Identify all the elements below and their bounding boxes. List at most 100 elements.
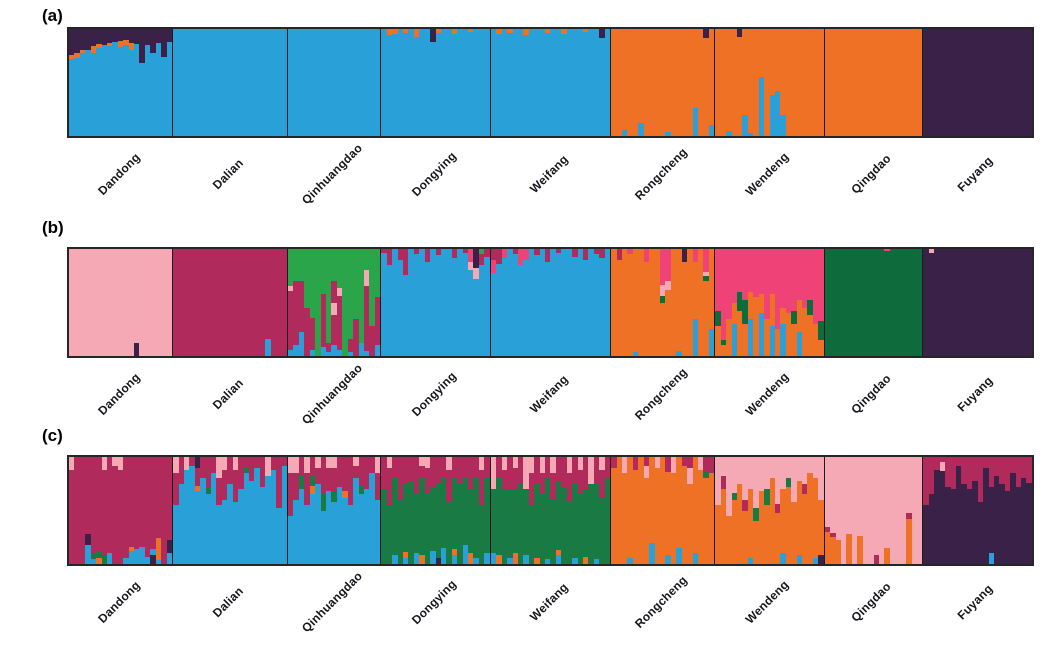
individual-bar — [478, 249, 485, 356]
admixture-segment — [243, 467, 249, 474]
admixture-segment — [588, 29, 594, 136]
admixture-segment — [715, 505, 721, 564]
admixture-segment — [106, 553, 113, 564]
admixture-segment — [507, 489, 513, 558]
individual-bar — [774, 29, 781, 136]
individual-bar — [945, 29, 951, 136]
admixture-segment — [758, 313, 765, 356]
admixture-segment — [128, 249, 135, 356]
admixture-segment — [846, 457, 852, 535]
individual-bar — [96, 29, 102, 136]
x-tick-label: Rongcheng — [631, 573, 690, 631]
admixture-segment — [802, 457, 808, 484]
individual-bar — [440, 457, 447, 564]
individual-bar — [112, 249, 118, 356]
admixture-segment — [692, 318, 698, 356]
admixture-segment — [342, 29, 348, 136]
admixture-segment — [468, 29, 474, 33]
individual-bar — [857, 249, 863, 356]
admixture-segment — [807, 249, 813, 301]
admixture-segment — [397, 457, 403, 500]
admixture-segment — [484, 256, 490, 356]
admixture-segment — [232, 249, 239, 356]
individual-bar — [320, 29, 326, 136]
admixture-segment — [353, 478, 359, 564]
admixture-segment — [1010, 473, 1016, 564]
individual-bar — [304, 249, 310, 356]
individual-bar — [183, 457, 190, 564]
admixture-segment — [720, 29, 727, 136]
x-tick-label: Weifang — [526, 580, 571, 624]
individual-bar — [243, 249, 249, 356]
individual-bar — [123, 457, 129, 564]
admixture-segment — [227, 457, 233, 484]
admixture-segment — [221, 499, 228, 564]
admixture-segment — [128, 29, 135, 43]
admixture-segment — [670, 473, 677, 564]
individual-bar — [736, 249, 743, 356]
admixture-segment — [774, 457, 781, 505]
admixture-segment — [347, 338, 354, 352]
individual-bar — [561, 457, 567, 564]
admixture-segment — [923, 505, 929, 564]
x-labels-c: Dandong Dalian Qinhuangdao Dongying Weifang R… — [67, 566, 1030, 640]
admixture-segment — [484, 249, 490, 257]
admixture-segment — [654, 249, 660, 356]
admixture-segment — [670, 457, 677, 474]
admixture-segment — [265, 338, 271, 356]
admixture-segment — [1010, 457, 1016, 474]
admixture-segment — [643, 261, 650, 356]
admixture-segment — [315, 249, 321, 356]
individual-bar — [720, 29, 727, 136]
admixture-segment — [309, 349, 316, 356]
individual-bar — [353, 457, 359, 564]
admixture-segment — [512, 29, 518, 136]
admixture-segment — [588, 457, 594, 484]
admixture-segment — [643, 249, 650, 262]
population-weifang — [489, 457, 611, 564]
individual-bar — [462, 29, 469, 136]
admixture-segment — [1026, 249, 1032, 356]
admixture-segment — [315, 29, 321, 136]
admixture-segment — [419, 478, 425, 556]
admixture-segment — [117, 457, 124, 470]
individual-bar — [528, 249, 535, 356]
individual-bar — [117, 29, 124, 136]
admixture-segment — [659, 302, 666, 356]
individual-bar — [178, 249, 184, 356]
individual-bar — [150, 457, 156, 564]
individual-bar — [939, 457, 946, 564]
admixture-segment — [326, 467, 332, 492]
individual-bar — [956, 249, 962, 356]
individual-bar — [906, 29, 912, 136]
admixture-segment — [155, 249, 162, 356]
population-wendeng — [714, 457, 824, 564]
admixture-segment — [862, 249, 869, 356]
admixture-segment — [134, 343, 140, 356]
admixture-segment — [490, 272, 497, 356]
admixture-segment — [835, 457, 842, 541]
individual-bar — [276, 249, 282, 356]
individual-bar — [523, 249, 529, 356]
individual-bar — [956, 29, 962, 136]
admixture-segment — [451, 29, 458, 35]
admixture-segment — [96, 44, 102, 49]
admixture-segment — [720, 457, 727, 477]
admixture-segment — [928, 457, 935, 495]
admixture-segment — [270, 29, 277, 136]
admixture-segment — [227, 249, 233, 356]
admixture-segment — [288, 249, 294, 287]
admixture-segment — [593, 483, 600, 559]
individual-bar — [315, 29, 321, 136]
individual-bar — [632, 249, 639, 356]
admixture-segment — [577, 493, 583, 564]
admixture-segment — [200, 29, 206, 136]
individual-bar — [178, 457, 184, 564]
admixture-segment — [478, 249, 485, 255]
admixture-segment — [173, 473, 179, 506]
admixture-segment — [326, 457, 332, 468]
individual-bar — [79, 249, 86, 356]
admixture-segment — [254, 249, 260, 356]
individual-bar — [731, 29, 737, 136]
x-tick-label: Fuyang — [954, 153, 996, 195]
